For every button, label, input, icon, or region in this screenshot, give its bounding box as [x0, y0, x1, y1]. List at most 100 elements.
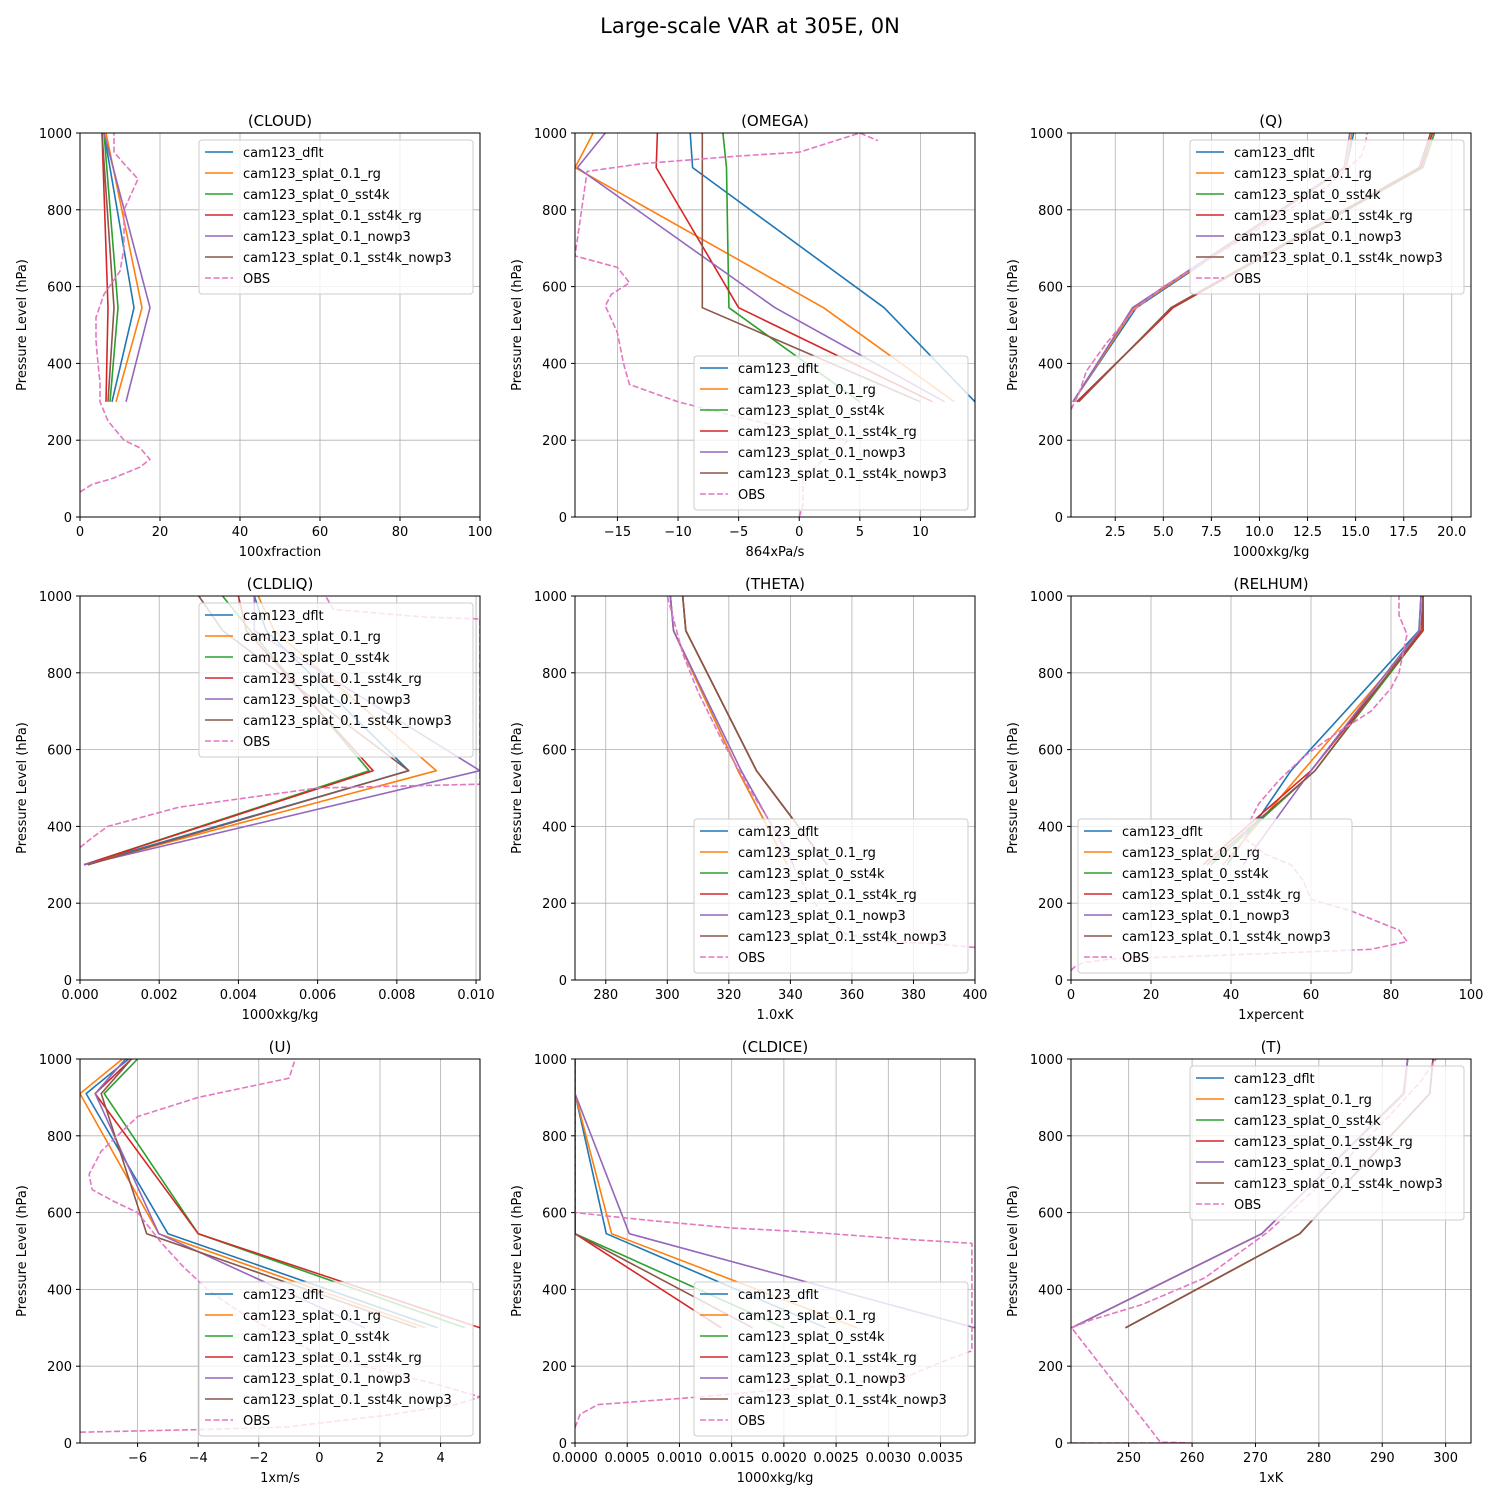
subplot-theta: 280 300 320 340 360 380 400 0 200 400 600 800 1000 (T… — [510, 575, 987, 1023]
legend-box — [1189, 139, 1465, 295]
y-axis-label: Pressure Level (hPa) — [510, 1185, 525, 1317]
y-tick-label: 800 — [542, 204, 567, 219]
legend-label: cam123_splat_0.1_rg — [243, 1309, 381, 1324]
y-tick-label: 400 — [1038, 820, 1063, 835]
series-line-cam123-dflt — [103, 133, 135, 402]
plot-frame — [574, 595, 976, 981]
legend-label: OBS — [243, 735, 270, 750]
x-axis-label: 1.0xK — [757, 1008, 794, 1023]
legend-box — [693, 1281, 969, 1437]
x-tick-label: 0.006 — [299, 988, 336, 1003]
legend-label: cam123_splat_0.1_rg — [738, 383, 876, 398]
x-tick-label: 270 — [1243, 1451, 1268, 1466]
y-axis-label: Pressure Level (hPa) — [510, 722, 525, 854]
y-tick-label: 0 — [1055, 974, 1063, 989]
legend-label: cam123_splat_0_sst4k — [1122, 867, 1269, 882]
series-line-cam123-splat-0-sst4k — [575, 1059, 785, 1329]
legend-label: cam123_splat_0_sst4k — [738, 404, 885, 419]
y-tick-label: 800 — [1038, 1130, 1063, 1145]
plot-frame — [1070, 1058, 1472, 1444]
legend-label: cam123_splat_0.1_sst4k_rg — [738, 1351, 917, 1366]
x-axis-label: 1000xkg/kg — [737, 1471, 814, 1486]
x-axis-label: 1000xkg/kg — [242, 1008, 319, 1023]
legend-label: cam123_splat_0_sst4k — [243, 188, 390, 203]
legend: cam123_dflt cam123_splat_0.1_rg cam123_spl… — [198, 602, 474, 758]
y-tick-label: 600 — [1038, 281, 1063, 296]
x-tick-label: 360 — [840, 988, 865, 1003]
x-tick-label: 20 — [1143, 988, 1160, 1003]
plot-frame — [79, 1058, 481, 1444]
x-tick-label: 80 — [1383, 988, 1400, 1003]
legend-label: cam123_splat_0.1_nowp3 — [1122, 909, 1290, 924]
legend-label: cam123_splat_0_sst4k — [243, 1330, 390, 1345]
y-tick-label: 0 — [559, 511, 567, 526]
x-tick-label: 0.0010 — [657, 1451, 703, 1466]
x-tick-label: 5 — [856, 525, 864, 540]
y-tick-label: 0 — [559, 1437, 567, 1452]
y-tick-label: 1000 — [1030, 590, 1063, 605]
y-tick-label: 1000 — [1030, 127, 1063, 142]
y-tick-label: 200 — [1038, 897, 1063, 912]
subplot-title: (Q) — [1259, 112, 1283, 130]
y-tick-label: 600 — [1038, 1207, 1063, 1222]
series-line-cam123-splat-0-1-sst4k-nowp3 — [701, 133, 921, 403]
legend-box — [1189, 1065, 1465, 1221]
legend-label: cam123_splat_0_sst4k — [1234, 188, 1381, 203]
legend-label: cam123_splat_0.1_sst4k_rg — [243, 1351, 422, 1366]
x-axis-label: 100xfraction — [239, 545, 321, 560]
legend-label: cam123_splat_0.1_rg — [243, 630, 381, 645]
legend-label: cam123_dflt — [243, 1288, 324, 1303]
x-tick-label: 80 — [392, 525, 409, 540]
subplot-cloud: 0 20 40 60 80 10002004006008001000(CLOUD)100x… — [15, 112, 492, 560]
x-axis-label: 1xK — [1259, 1471, 1284, 1486]
subplot-u: −6 −4 −2 0 2 4 0 200 400 600 800 1000 (U) 1xm/s Pressu… — [15, 1038, 481, 1486]
legend-label: cam123_splat_0.1_sst4k_nowp3 — [243, 1393, 452, 1408]
x-tick-label: 280 — [1306, 1451, 1331, 1466]
legend-label: cam123_dflt — [738, 825, 819, 840]
legend-box — [1077, 818, 1353, 974]
x-tick-label: 290 — [1370, 1451, 1395, 1466]
legend-label: cam123_splat_0.1_sst4k_rg — [1122, 888, 1301, 903]
plot-frame — [574, 132, 976, 518]
y-tick-label: 600 — [47, 744, 72, 759]
y-tick-label: 0 — [64, 1437, 72, 1452]
x-tick-label: −10 — [664, 525, 691, 540]
x-axis-label: 1000xkg/kg — [1233, 545, 1310, 560]
legend-label: cam123_splat_0.1_sst4k_nowp3 — [738, 930, 947, 945]
legend-label: cam123_splat_0_sst4k — [243, 651, 390, 666]
x-axis-label: 1xpercent — [1238, 1008, 1304, 1023]
y-tick-label: 1000 — [39, 590, 72, 605]
x-tick-label: 40 — [1223, 988, 1240, 1003]
x-tick-label: 100 — [1459, 988, 1484, 1003]
y-axis-label: Pressure Level (hPa) — [15, 722, 30, 854]
legend-label: cam123_dflt — [1234, 146, 1315, 161]
legend-label: cam123_splat_0.1_rg — [1234, 167, 1372, 182]
legend-label: cam123_splat_0.1_nowp3 — [1234, 1156, 1402, 1171]
legend-label: cam123_splat_0.1_sst4k_rg — [243, 672, 422, 687]
series-line-cam123-splat-0-sst4k — [722, 133, 861, 403]
legend-label: cam123_splat_0.1_sst4k_rg — [738, 425, 917, 440]
y-tick-label: 400 — [47, 357, 72, 372]
legend: cam123_dflt cam123_splat_0.1_rg cam123_spl… — [693, 355, 969, 511]
legend-label: OBS — [738, 951, 765, 966]
series-line-cam123-splat-0-1-rg — [575, 133, 955, 403]
series-line-cam123-splat-0-1-sst4k-rg — [575, 1059, 722, 1329]
series-line-cam123-splat-0-sst4k — [103, 133, 119, 402]
x-tick-label: 0.0030 — [866, 1451, 912, 1466]
subplot-title: (CLOUD) — [248, 112, 312, 130]
legend-box — [198, 602, 474, 758]
x-tick-label: 0.0005 — [604, 1451, 650, 1466]
x-tick-label: 0 — [1067, 988, 1075, 1003]
legend-label: cam123_splat_0.1_sst4k_nowp3 — [1234, 251, 1443, 266]
series-line-cam123-splat-0-1-sst4k-rg — [655, 133, 933, 403]
y-tick-label: 600 — [542, 744, 567, 759]
x-tick-label: 12.5 — [1293, 525, 1322, 540]
plot-frame — [1070, 132, 1472, 518]
y-tick-label: 200 — [1038, 1360, 1063, 1375]
legend-label: cam123_splat_0.1_sst4k_rg — [1234, 1135, 1413, 1150]
subplot-title: (T) — [1261, 1038, 1282, 1056]
legend-label: OBS — [243, 272, 270, 287]
x-tick-label: 0.0015 — [709, 1451, 755, 1466]
legend-box — [198, 139, 474, 295]
legend: cam123_dflt cam123_splat_0.1_rg cam123_spl… — [198, 1281, 474, 1437]
